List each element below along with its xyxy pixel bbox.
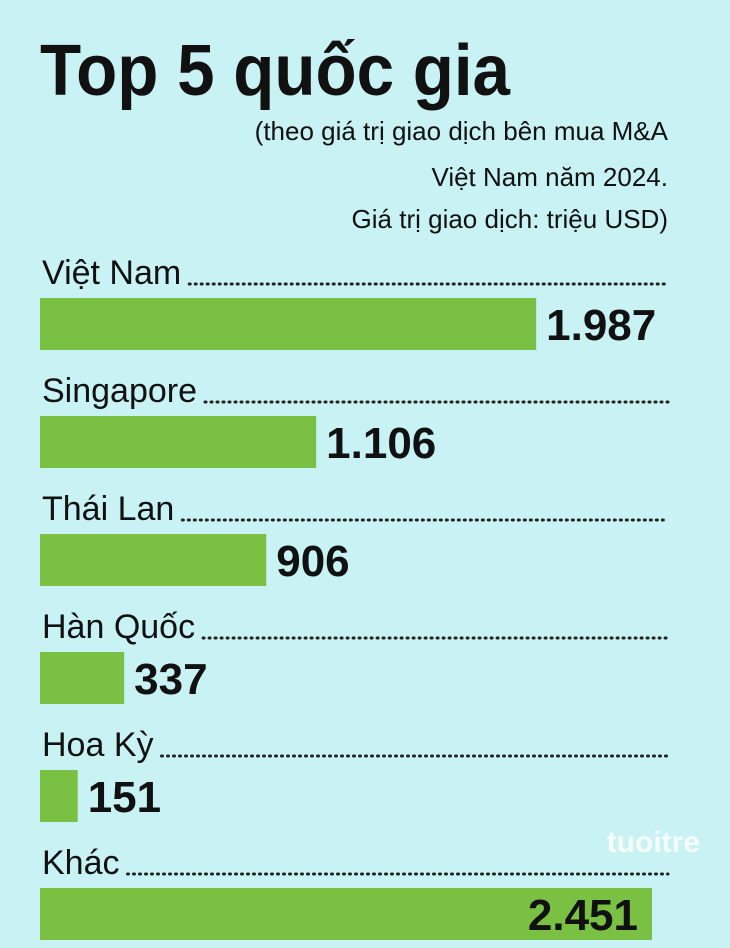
subtitle: (theo giá trị giao dịch bên mua M&A (255, 116, 669, 146)
bar (40, 770, 78, 822)
value-label: 337 (134, 655, 207, 704)
value-label: 1.987 (546, 301, 656, 350)
subtitle: Giá trị giao dịch: triệu USD) (352, 204, 668, 234)
category-label: Việt Nam (42, 254, 181, 292)
bar (40, 298, 537, 350)
category-label: Thái Lan (42, 490, 174, 528)
chart-title: Top 5 quốc gia (40, 31, 511, 111)
category-label: Khác (42, 844, 120, 882)
bar (40, 416, 317, 468)
category-label: Hoa Kỳ (42, 726, 154, 764)
bar (40, 534, 267, 586)
value-label: 906 (276, 537, 349, 586)
bar (40, 888, 652, 940)
value-label: 1.106 (326, 419, 436, 468)
bar (40, 652, 125, 704)
value-label: 2.451 (528, 891, 638, 940)
category-label: Hàn Quốc (42, 608, 195, 646)
value-label: 151 (88, 773, 161, 822)
watermark: tuoitre (607, 826, 700, 859)
subtitle: Việt Nam năm 2024. (431, 162, 668, 192)
category-label: Singapore (42, 372, 197, 410)
